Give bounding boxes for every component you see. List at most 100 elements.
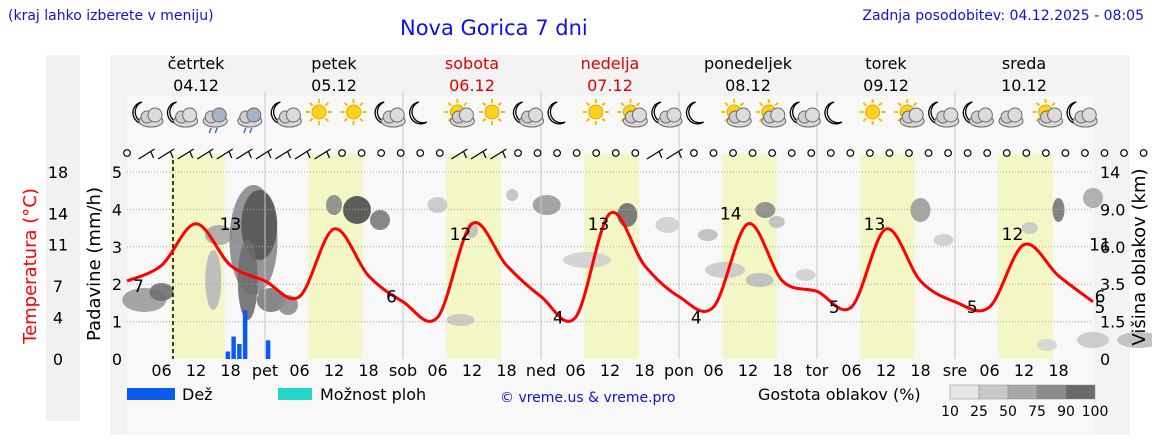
cloud-blob xyxy=(326,195,342,215)
cloud-blob xyxy=(149,283,174,301)
day-name: petek xyxy=(311,54,357,73)
sun-ray xyxy=(482,117,487,122)
cloud-blob xyxy=(655,217,680,233)
cloud-blob xyxy=(1083,188,1103,208)
precip-bar xyxy=(231,336,236,359)
cloud-puff xyxy=(528,107,544,123)
temperature-label: 12 xyxy=(450,225,472,245)
day-name: ponedeljek xyxy=(704,54,793,73)
calm-wind-marker xyxy=(1081,149,1089,157)
calm-wind-marker xyxy=(787,149,796,157)
precip-bar xyxy=(225,351,231,359)
wind-row xyxy=(123,148,1148,160)
calm-wind-marker xyxy=(377,149,386,157)
day-name: sobota xyxy=(445,54,499,73)
sun-ray xyxy=(897,102,902,107)
temperature-label: 12 xyxy=(1002,225,1024,245)
calm-wind-marker xyxy=(592,149,601,157)
wind-barb xyxy=(490,148,507,160)
x-tick-label: 18 xyxy=(1048,361,1068,380)
x-tick-label: 06 xyxy=(565,361,585,380)
moon-shape xyxy=(824,101,843,125)
sun-ray xyxy=(309,117,314,122)
moon-icon xyxy=(547,101,566,125)
moon-icon xyxy=(409,101,428,125)
wind-barb-tick xyxy=(189,150,194,159)
calm-wind-marker xyxy=(729,149,737,157)
precip-tick-label: 4 xyxy=(112,200,122,219)
temperature-tick-label: 7 xyxy=(53,277,63,296)
wind-barb-tick xyxy=(462,150,467,159)
wind-barb xyxy=(157,148,175,160)
cloud-puff xyxy=(246,107,262,123)
day-name: torek xyxy=(865,54,907,73)
wind-barb-tick xyxy=(169,150,174,159)
page-title: Nova Gorica 7 dni xyxy=(400,16,588,40)
rain-drop xyxy=(243,127,247,134)
calm-wind-marker xyxy=(1120,149,1128,157)
calm-wind-marker xyxy=(1002,149,1011,157)
sun-disc xyxy=(346,104,362,120)
day-date: 07.12 xyxy=(587,76,633,95)
cloud-blob xyxy=(705,262,745,278)
sun-ray xyxy=(324,102,329,107)
daytime-band xyxy=(446,154,501,359)
calm-wind-marker xyxy=(709,149,718,157)
cloud-height-tick-label: 14 xyxy=(1100,163,1120,182)
sun-ray xyxy=(878,102,883,107)
temperature-label: 5 xyxy=(829,298,840,318)
cloud-blob xyxy=(910,198,931,222)
cloud-blob xyxy=(1077,332,1109,348)
sun-ray xyxy=(497,117,502,122)
sun-ray xyxy=(774,102,779,107)
legend-storm-swatch xyxy=(278,388,312,400)
calm-wind-marker xyxy=(357,149,366,157)
sun-ray xyxy=(601,102,606,107)
temperature-label: 4 xyxy=(691,308,702,328)
temperature-tick-label: 18 xyxy=(48,163,68,182)
legend-rain-label: Dež xyxy=(182,385,213,404)
temperature-label: 13 xyxy=(864,215,886,235)
sun-ray xyxy=(758,102,764,107)
sun-ray xyxy=(343,102,348,107)
precip-bar xyxy=(242,310,248,359)
calm-wind-marker xyxy=(963,149,972,157)
calm-wind-marker xyxy=(826,149,835,157)
cloud-blob xyxy=(446,314,475,326)
cloud-puff xyxy=(977,107,993,123)
moon-cloud-icon xyxy=(789,101,821,128)
cloud-puff xyxy=(666,107,682,123)
cloud-blob xyxy=(1021,222,1038,234)
wind-barb-tick xyxy=(306,150,311,159)
cloud-blob xyxy=(755,202,776,218)
temperature-label: 7 xyxy=(133,277,144,297)
temperature-label: 6 xyxy=(386,288,397,308)
sun-ray xyxy=(912,102,918,107)
calm-wind-marker xyxy=(846,149,855,157)
x-tick-label: 18 xyxy=(220,361,240,380)
cloud-puff xyxy=(389,107,405,123)
temperature-label: 6 xyxy=(1095,288,1106,308)
sun-cloud-icon xyxy=(894,99,925,128)
moon-cloud-icon xyxy=(374,101,406,128)
sun-icon xyxy=(340,99,367,125)
cloud-height-tick-label: 0 xyxy=(1100,350,1110,369)
cloud-puff xyxy=(804,107,820,123)
sun-ray xyxy=(862,102,867,107)
wind-barb xyxy=(294,148,312,160)
left-axis-band xyxy=(46,55,80,421)
day-name: četrtek xyxy=(168,54,226,73)
cloud-blob xyxy=(532,195,561,215)
wind-barb-tick xyxy=(677,150,682,159)
sun-cloud-icon xyxy=(617,99,648,128)
legend-storm-label: Možnost ploh xyxy=(320,385,426,404)
x-tick-label: 06 xyxy=(841,361,861,380)
legend-density-level: 100 xyxy=(1082,404,1109,420)
cloud-blob xyxy=(205,250,222,310)
precip-tick-label: 2 xyxy=(112,275,122,294)
sun-ray xyxy=(636,102,641,107)
legend-density-swatch xyxy=(949,384,980,400)
cloud-puff xyxy=(211,107,227,123)
cloud-height-tick-label: 3.5 xyxy=(1100,275,1125,294)
cloud-puff xyxy=(631,107,647,123)
